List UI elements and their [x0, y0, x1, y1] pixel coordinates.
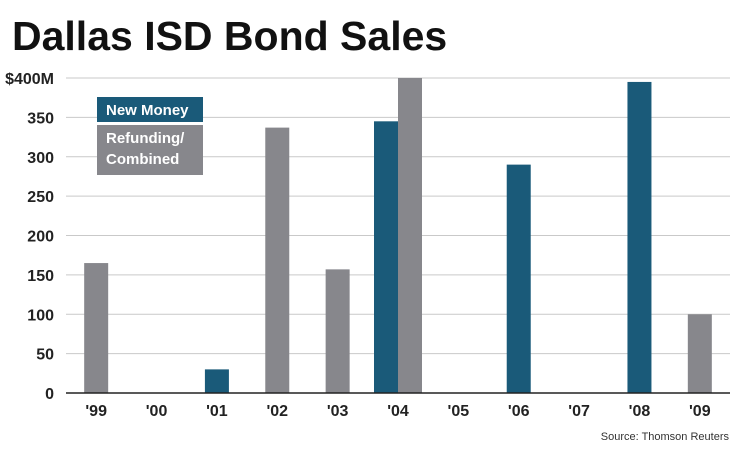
bar-new-money — [204, 369, 229, 393]
source-note: Source: Thomson Reuters — [601, 431, 730, 443]
y-tick-label: 300 — [27, 150, 54, 167]
x-tick-label: '01 — [206, 403, 228, 420]
x-tick-label: '04 — [387, 403, 409, 420]
y-tick-label: $400M — [5, 71, 54, 88]
legend-new-money-label: New Money — [106, 102, 189, 119]
bar-refunding — [265, 127, 290, 394]
bar-refunding — [325, 269, 350, 393]
y-tick-label: 350 — [27, 110, 54, 127]
bars — [84, 78, 712, 394]
bar-new-money — [506, 164, 531, 393]
legend-refunding-swatch — [97, 125, 203, 175]
y-tick-label: 200 — [27, 229, 54, 246]
legend-refunding-label-line2: Combined — [106, 151, 179, 168]
bar-refunding — [687, 314, 712, 393]
x-tick-label: '07 — [568, 403, 590, 420]
legend-refunding-label-line1: Refunding/ — [106, 130, 185, 147]
x-tick-label: '03 — [327, 403, 349, 420]
bar-new-money — [627, 81, 652, 393]
bar-new-money — [374, 121, 398, 393]
chart-title: Dallas ISD Bond Sales — [12, 13, 447, 59]
y-tick-label: 0 — [45, 386, 54, 403]
y-axis-tick-labels: 0 50 100 150 200 250 300 350 $400M — [5, 71, 54, 403]
x-axis-tick-labels: '99 '00 '01 '02 '03 '04 '05 '06 '07 '08 '09 — [85, 403, 710, 420]
x-tick-label: '05 — [448, 403, 470, 420]
x-tick-label: '00 — [146, 403, 168, 420]
y-tick-label: 100 — [27, 307, 54, 324]
x-tick-label: '99 — [85, 403, 107, 420]
y-tick-label: 50 — [36, 347, 54, 364]
bar-refunding — [398, 78, 422, 393]
legend: New Money Refunding/ Combined — [97, 97, 203, 175]
legend-new-money-swatch — [97, 97, 203, 122]
y-tick-label: 150 — [27, 268, 54, 285]
x-tick-label: '08 — [629, 403, 651, 420]
x-tick-label: '09 — [689, 403, 711, 420]
x-tick-label: '02 — [266, 403, 288, 420]
bar-refunding — [84, 263, 109, 393]
x-tick-label: '06 — [508, 403, 530, 420]
y-tick-label: 250 — [27, 189, 54, 206]
